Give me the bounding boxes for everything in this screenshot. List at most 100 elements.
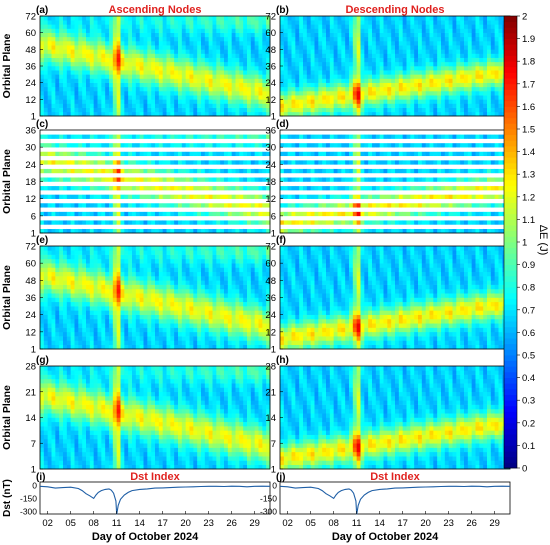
- heatmap-cell: [352, 91, 358, 96]
- heatmap-cell: [441, 36, 446, 42]
- heatmap-cell: [51, 220, 56, 225]
- heatmap-cell: [280, 147, 285, 152]
- heatmap-cell: [295, 134, 300, 139]
- heatmap-cell: [101, 32, 106, 38]
- heatmap-cell: [59, 86, 64, 92]
- heatmap-cell: [467, 45, 473, 50]
- heatmap-cell: [155, 211, 160, 217]
- heatmap-cell: [147, 142, 152, 148]
- heatmap-cell: [224, 36, 229, 42]
- heatmap-cell: [89, 160, 95, 165]
- heatmap-cell: [51, 134, 56, 139]
- heatmap-cell: [243, 172, 248, 178]
- heatmap-cell: [262, 224, 267, 230]
- heatmap-cell: [139, 142, 144, 148]
- heatmap-cell: [63, 181, 68, 187]
- heatmap-cell: [329, 160, 335, 165]
- heatmap-cell: [135, 155, 141, 161]
- heatmap-cell: [375, 151, 381, 157]
- heatmap-cell: [231, 78, 236, 83]
- heatmap-cell: [170, 24, 175, 29]
- heatmap-cell: [250, 168, 256, 174]
- heatmap-cell: [239, 74, 244, 79]
- heatmap-cell: [387, 78, 392, 83]
- heatmap-cell: [262, 28, 267, 33]
- heatmap-cell: [197, 142, 202, 148]
- heatmap-cell: [379, 41, 384, 46]
- heatmap-cell: [155, 95, 160, 100]
- heatmap-cell: [375, 103, 381, 108]
- heatmap-cell: [139, 215, 144, 221]
- heatmap-cell: [391, 107, 396, 113]
- heatmap-cell: [387, 28, 392, 33]
- heatmap-cell: [212, 49, 217, 54]
- heatmap-cell: [189, 82, 194, 88]
- heatmap-cell: [66, 198, 72, 204]
- heatmap-cell: [444, 57, 450, 63]
- heatmap-cell: [132, 78, 137, 83]
- heatmap-cell: [291, 61, 296, 67]
- heatmap-cell: [189, 45, 194, 50]
- heatmap-cell: [231, 155, 236, 161]
- heatmap-cell: [224, 224, 229, 230]
- heatmap-cell: [418, 41, 423, 46]
- heatmap-cell: [333, 172, 338, 178]
- heatmap-cell: [262, 70, 267, 75]
- heatmap-cell: [352, 36, 358, 42]
- heatmap-cell: [406, 74, 411, 79]
- heatmap-cell: [329, 185, 335, 191]
- heatmap-cell: [314, 211, 319, 217]
- heatmap-cell: [139, 130, 144, 135]
- heatmap-cell: [59, 172, 64, 178]
- heatmap-cell: [112, 207, 118, 212]
- heatmap-cell: [352, 74, 358, 79]
- heatmap-cell: [89, 99, 95, 104]
- heatmap-cell: [452, 61, 457, 67]
- heatmap-cell: [235, 28, 240, 33]
- heatmap-cell: [258, 82, 263, 88]
- heatmap-cell: [452, 107, 457, 113]
- heatmap-cell: [326, 224, 331, 230]
- heatmap-cell: [322, 20, 327, 25]
- heatmap-cell: [193, 215, 198, 221]
- heatmap-cell: [181, 185, 187, 191]
- heatmap-cell: [174, 41, 179, 46]
- heatmap-cell: [247, 185, 252, 191]
- heatmap-cell: [360, 224, 365, 230]
- heatmap-cell: [356, 86, 361, 92]
- heatmap-cell: [231, 198, 236, 204]
- heatmap-cell: [235, 211, 240, 217]
- heatmap-cell: [494, 91, 499, 96]
- heatmap-cell: [287, 160, 292, 165]
- heatmap-cell: [460, 45, 465, 50]
- heatmap-cell: [51, 103, 56, 108]
- heatmap-cell: [262, 32, 267, 38]
- heatmap-cell: [112, 172, 118, 178]
- heatmap-cell: [379, 91, 384, 96]
- heatmap-cell: [174, 107, 179, 113]
- heatmap-cell: [250, 99, 256, 104]
- heatmap-cell: [262, 194, 267, 199]
- heatmap-cell: [147, 130, 152, 135]
- heatmap-cell: [132, 20, 137, 25]
- heatmap-cell: [82, 185, 87, 191]
- heatmap-cell: [356, 224, 361, 230]
- heatmap-cell: [352, 211, 358, 217]
- heatmap-cell: [322, 177, 327, 182]
- heatmap-cell: [97, 130, 102, 135]
- heatmap-cell: [204, 134, 210, 139]
- heatmap-cell: [360, 41, 365, 46]
- heatmap-cell: [498, 61, 503, 67]
- heatmap-cell: [51, 155, 56, 161]
- heatmap-cell: [231, 82, 236, 88]
- heatmap-cell: [258, 155, 263, 161]
- heatmap-cell: [299, 181, 304, 187]
- heatmap-cell: [109, 155, 114, 161]
- heatmap-cell: [254, 177, 259, 182]
- heatmap-cell: [74, 155, 79, 161]
- heatmap-cell: [101, 20, 106, 25]
- heatmap-cell: [143, 164, 148, 169]
- heatmap-cell: [70, 130, 75, 135]
- heatmap-cell: [437, 91, 442, 96]
- heatmap-cell: [40, 82, 45, 88]
